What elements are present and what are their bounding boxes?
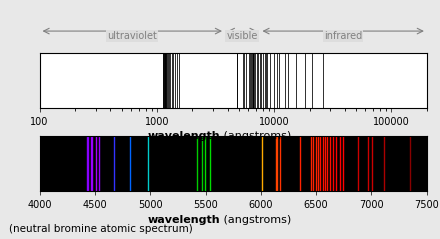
- Text: infrared: infrared: [324, 31, 362, 41]
- Text: wavelength: wavelength: [147, 131, 220, 141]
- Text: (neutral bromine atomic spectrum): (neutral bromine atomic spectrum): [9, 224, 193, 234]
- Text: visible: visible: [227, 31, 258, 41]
- Text: (angstroms): (angstroms): [220, 215, 291, 225]
- Text: (angstroms): (angstroms): [220, 131, 291, 141]
- Text: ultraviolet: ultraviolet: [107, 31, 157, 41]
- Text: wavelength: wavelength: [147, 215, 220, 225]
